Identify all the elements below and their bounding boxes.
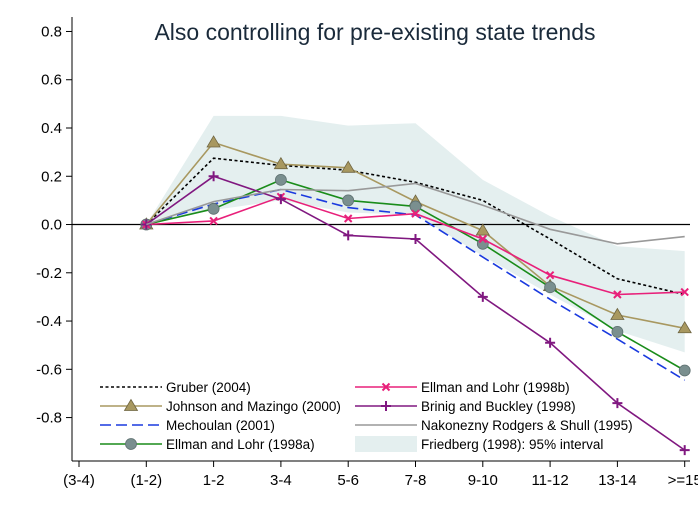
legend-label: Gruber (2004) (166, 380, 251, 395)
data-point-series-2 (206, 135, 221, 148)
x-tick-label: 7-8 (405, 472, 427, 489)
data-point-series-6 (679, 445, 690, 456)
legend-marker-6 (381, 401, 391, 411)
data-point-series-4 (342, 194, 355, 207)
data-point-series-2 (475, 223, 491, 236)
data-point-series-2 (677, 320, 692, 334)
data-point-series-5 (545, 270, 555, 280)
x-tick-label: 9-10 (468, 472, 498, 489)
series-line-7 (146, 182, 685, 245)
x-tick-label: >=15 (668, 472, 698, 489)
legend-label: Johnson and Mazingo (2000) (166, 399, 341, 414)
legend-label: Friedberg (1998): 95% interval (421, 437, 603, 452)
data-point-series-2 (340, 160, 356, 173)
y-tick-label: -0.2 (36, 265, 62, 282)
legend-label: Mechoulan (2001) (166, 418, 275, 433)
data-point-series-5 (613, 290, 622, 299)
data-point-series-6 (477, 291, 488, 302)
data-point-series-4 (544, 281, 556, 294)
data-point-series-4 (611, 326, 624, 338)
x-tick-label: (3-4) (63, 472, 95, 489)
data-point-series-5 (411, 209, 420, 218)
data-point-series-6 (343, 230, 354, 241)
data-point-series-4 (409, 200, 422, 213)
legend-label: Ellman and Lohr (1998b) (421, 380, 570, 395)
y-tick-label: 0.8 (41, 23, 62, 40)
data-point-series-6 (275, 194, 286, 205)
data-point-series-4 (678, 364, 691, 377)
chart-title: Also controlling for pre-existing state … (154, 19, 595, 45)
y-tick-label: 0.0 (41, 217, 62, 234)
y-tick-label: -0.6 (36, 361, 62, 378)
x-tick-label: 11-12 (531, 472, 568, 489)
series-line-1 (145, 157, 685, 296)
legend-marker-5 (381, 382, 391, 392)
data-point-series-6 (612, 398, 623, 409)
x-tick-label: 5-6 (337, 472, 359, 489)
legend-swatch-band (355, 436, 417, 452)
legend-marker-4 (125, 438, 137, 450)
data-point-series-4 (207, 202, 220, 215)
data-point-series-5 (209, 216, 218, 226)
y-tick-label: 0.6 (41, 72, 62, 89)
legend-label: Ellman and Lohr (1998a) (166, 437, 315, 452)
data-point-series-5 (343, 214, 353, 223)
x-tick-label: (1-2) (130, 472, 162, 489)
y-tick-label: 0.2 (41, 168, 62, 185)
x-tick-label: 1-2 (203, 472, 225, 489)
data-point-series-6 (545, 337, 556, 348)
data-point-series-6 (141, 219, 152, 230)
y-tick-label: 0.4 (41, 120, 62, 137)
legend-label: Nakonezny Rodgers & Shull (1995) (421, 418, 633, 433)
x-tick-label: 13-14 (598, 472, 636, 489)
y-tick-label: -0.4 (36, 313, 62, 330)
y-tick-label: -0.8 (36, 410, 62, 427)
data-point-series-2 (610, 307, 625, 320)
data-point-series-2 (273, 156, 289, 170)
data-point-series-4 (274, 173, 287, 186)
data-point-series-5 (680, 287, 689, 297)
data-point-series-5 (478, 234, 488, 244)
legend-label: Brinig and Buckley (1998) (421, 399, 576, 414)
legend-marker-2 (123, 398, 139, 411)
data-point-series-6 (208, 171, 219, 182)
x-tick-label: 3-4 (270, 472, 292, 489)
data-point-series-6 (410, 234, 421, 244)
